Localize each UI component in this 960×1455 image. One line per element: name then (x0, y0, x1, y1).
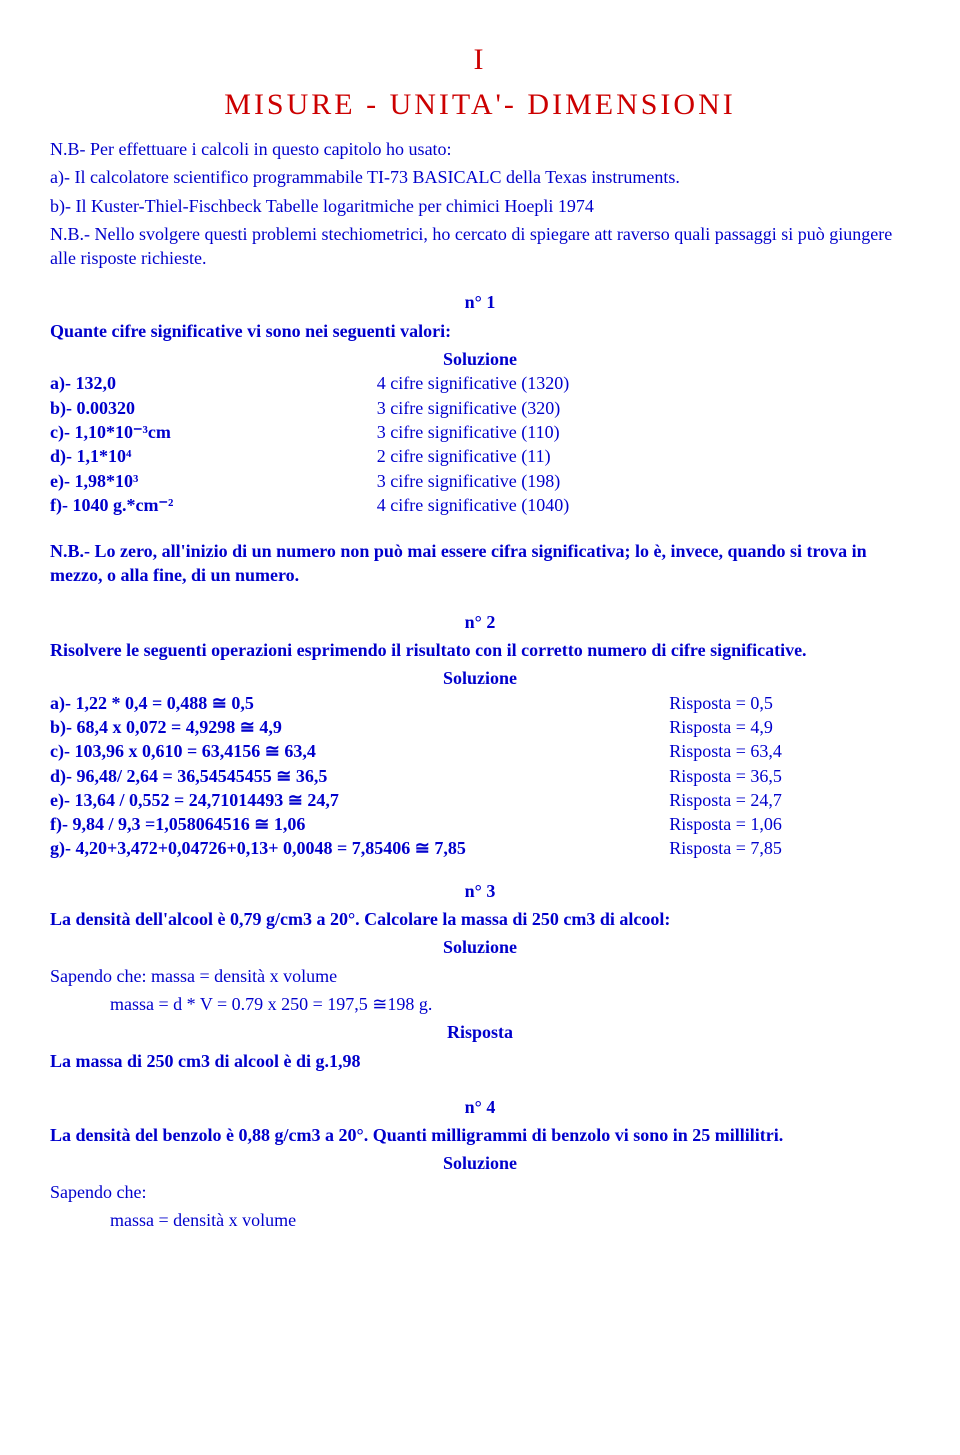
problem-question: Quante cifre significative vi sono nei s… (50, 319, 910, 343)
solution-line: massa = densità x volume (50, 1208, 910, 1232)
operation-lhs: g)- 4,20+3,472+0,04726+0,13+ 0,0048 = 7,… (50, 836, 669, 860)
operation-answer: Risposta = 1,06 (669, 812, 910, 836)
table-row: g)- 4,20+3,472+0,04726+0,13+ 0,0048 = 7,… (50, 836, 910, 860)
intro-line: a)- Il calcolatore scientifico programma… (50, 165, 910, 189)
problem-number: n° 1 (50, 290, 910, 314)
operation-answer: Risposta = 4,9 (669, 715, 910, 739)
problem-number: n° 2 (50, 610, 910, 634)
item-value: 3 cifre significative (198) (377, 469, 910, 493)
table-row: e)- 13,64 / 0,552 = 24,71014493 ≅ 24,7Ri… (50, 788, 910, 812)
solution-line: massa = d * V = 0.79 x 250 = 197,5 ≅198 … (50, 992, 910, 1016)
item-label: c)- 1,10*10⁻³cm (50, 420, 377, 444)
operation-lhs: d)- 96,48/ 2,64 = 36,54545455 ≅ 36,5 (50, 764, 669, 788)
item-label: e)- 1,98*10³ (50, 469, 377, 493)
operation-answer: Risposta = 36,5 (669, 764, 910, 788)
operation-answer: Risposta = 0,5 (669, 691, 910, 715)
table-row: f)- 9,84 / 9,3 =1,058064516 ≅ 1,06Rispos… (50, 812, 910, 836)
operation-lhs: c)- 103,96 x 0,610 = 63,4156 ≅ 63,4 (50, 739, 669, 763)
intro-line: N.B.- Nello svolgere questi problemi ste… (50, 222, 910, 271)
item-label: b)- 0.00320 (50, 396, 377, 420)
operation-answer: Risposta = 63,4 (669, 739, 910, 763)
table-row: b)- 0.003203 cifre significative (320) (50, 396, 910, 420)
intro-line: b)- Il Kuster-Thiel-Fischbeck Tabelle lo… (50, 194, 910, 218)
solution-line: Sapendo che: (50, 1180, 910, 1204)
table-row: e)- 1,98*10³3 cifre significative (198) (50, 469, 910, 493)
solution-label: Soluzione (50, 666, 910, 690)
item-label: d)- 1,1*10⁴ (50, 444, 377, 468)
item-value: 4 cifre significative (1320) (377, 371, 910, 395)
operation-answer: Risposta = 24,7 (669, 788, 910, 812)
chapter-title: MISURE - UNITA'- DIMENSIONI (50, 85, 910, 126)
item-label: f)- 1040 g.*cm⁻² (50, 493, 377, 517)
operation-lhs: b)- 68,4 x 0,072 = 4,9298 ≅ 4,9 (50, 715, 669, 739)
problem-question: La densità del benzolo è 0,88 g/cm3 a 20… (50, 1123, 910, 1147)
operation-lhs: e)- 13,64 / 0,552 = 24,71014493 ≅ 24,7 (50, 788, 669, 812)
solution-label: Soluzione (50, 347, 910, 371)
answer-label: Risposta (50, 1020, 910, 1044)
problem-question: Risolvere le seguenti operazioni esprime… (50, 638, 910, 662)
sig-figures-table: a)- 132,04 cifre significative (1320) b)… (50, 371, 910, 517)
table-row: d)- 1,1*10⁴2 cifre significative (11) (50, 444, 910, 468)
item-label: a)- 132,0 (50, 371, 377, 395)
item-value: 3 cifre significative (320) (377, 396, 910, 420)
operation-lhs: a)- 1,22 * 0,4 = 0,488 ≅ 0,5 (50, 691, 669, 715)
table-row: f)- 1040 g.*cm⁻²4 cifre significative (1… (50, 493, 910, 517)
solution-label: Soluzione (50, 1151, 910, 1175)
intro-line: N.B- Per effettuare i calcoli in questo … (50, 137, 910, 161)
answer-text: La massa di 250 cm3 di alcool è di g.1,9… (50, 1049, 910, 1073)
table-row: a)- 132,04 cifre significative (1320) (50, 371, 910, 395)
table-row: d)- 96,48/ 2,64 = 36,54545455 ≅ 36,5Risp… (50, 764, 910, 788)
table-row: a)- 1,22 * 0,4 = 0,488 ≅ 0,5Risposta = 0… (50, 691, 910, 715)
operation-answer: Risposta = 7,85 (669, 836, 910, 860)
solution-label: Soluzione (50, 935, 910, 959)
chapter-number: I (50, 40, 910, 81)
table-row: b)- 68,4 x 0,072 = 4,9298 ≅ 4,9Risposta … (50, 715, 910, 739)
intro-block: N.B- Per effettuare i calcoli in questo … (50, 137, 910, 270)
operation-lhs: f)- 9,84 / 9,3 =1,058064516 ≅ 1,06 (50, 812, 669, 836)
table-row: c)- 1,10*10⁻³cm3 cifre significative (11… (50, 420, 910, 444)
item-value: 2 cifre significative (11) (377, 444, 910, 468)
operations-table: a)- 1,22 * 0,4 = 0,488 ≅ 0,5Risposta = 0… (50, 691, 910, 861)
table-row: c)- 103,96 x 0,610 = 63,4156 ≅ 63,4Rispo… (50, 739, 910, 763)
problem-number: n° 3 (50, 879, 910, 903)
note-text: N.B.- Lo zero, all'inizio di un numero n… (50, 539, 910, 588)
solution-line: Sapendo che: massa = densità x volume (50, 964, 910, 988)
item-value: 4 cifre significative (1040) (377, 493, 910, 517)
problem-number: n° 4 (50, 1095, 910, 1119)
problem-question: La densità dell'alcool è 0,79 g/cm3 a 20… (50, 907, 910, 931)
item-value: 3 cifre significative (110) (377, 420, 910, 444)
